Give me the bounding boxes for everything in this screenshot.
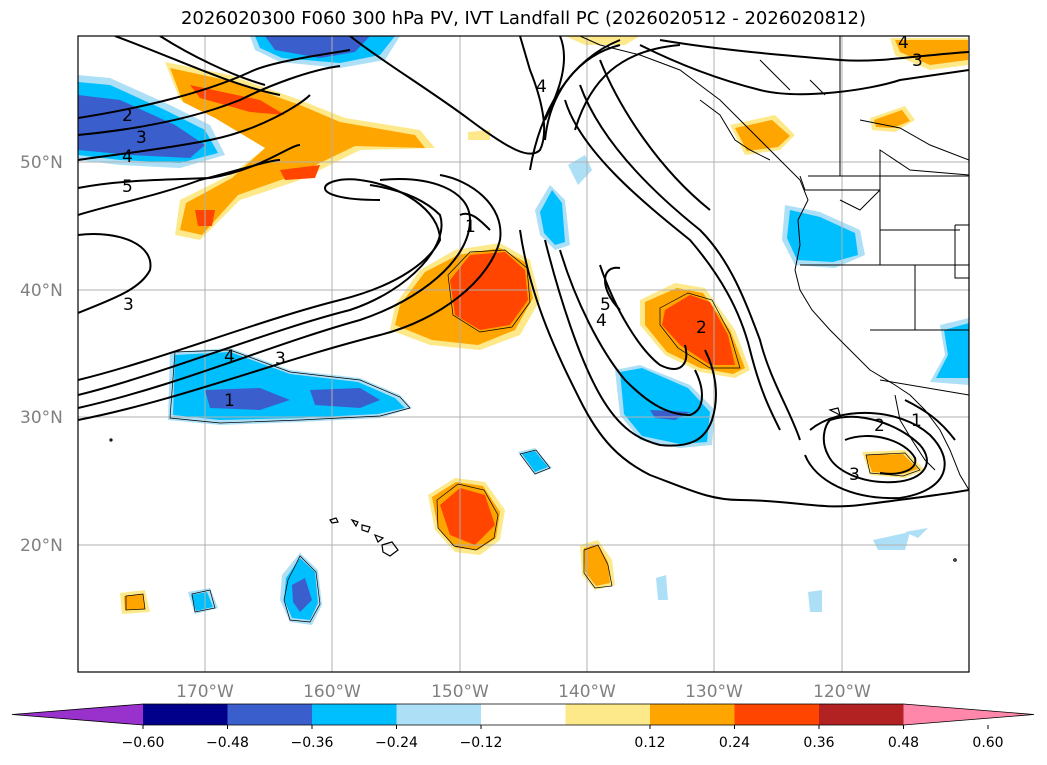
lon-label: 170°W <box>176 682 234 702</box>
lat-label: 40°N <box>20 281 63 301</box>
contour-label: 3 <box>849 465 860 485</box>
colorbar-tick-label: 0.36 <box>803 735 834 751</box>
colorbar-segment <box>481 704 566 725</box>
colorbar-segment <box>650 704 735 725</box>
pv-outlines <box>125 249 921 623</box>
contour-label: 4 <box>122 147 133 167</box>
colorbar-tick-label: 0.48 <box>888 735 919 751</box>
colorbar-tick-label: −0.60 <box>122 735 165 751</box>
contour-label: 2 <box>122 106 133 126</box>
contour-label: 4 <box>224 347 235 367</box>
islands <box>109 407 957 562</box>
colorbar-tick-label: −0.12 <box>460 735 503 751</box>
colorbar-tick-label: −0.24 <box>375 735 418 751</box>
negative-pv-anomaly-small <box>188 528 928 625</box>
contour-label: 1 <box>911 411 922 431</box>
colorbar-tick-label: 0.60 <box>972 735 1003 751</box>
latitude-labels: 50°N 40°N 30°N 20°N <box>20 153 63 556</box>
colorbar-arrow-right <box>903 704 1034 725</box>
contour-label: 4 <box>536 77 547 97</box>
contour-label: 4 <box>596 311 607 331</box>
longitude-labels: 170°W 160°W 150°W 140°W 130°W 120°W <box>176 682 871 702</box>
contour-label: 1 <box>224 391 235 411</box>
map-border <box>77 35 970 673</box>
colorbar-segment <box>227 704 313 725</box>
contour-label: 3 <box>136 128 147 148</box>
colorbar-segment <box>396 704 482 725</box>
ivt-contours <box>78 36 969 508</box>
colorbar-segment <box>819 704 904 725</box>
contour-label: 2 <box>874 416 885 436</box>
contour-labels: 2 3 4 5 3 4 3 1 1 4 5 4 2 2 1 3 4 3 <box>122 33 923 485</box>
pv-anomaly-layer: 2 3 4 5 3 4 3 1 1 4 5 4 2 2 1 3 4 3 <box>78 33 969 672</box>
lon-label: 160°W <box>303 682 361 702</box>
contour-label: 1 <box>465 217 476 237</box>
positive-pv-anomaly-subtropical <box>120 36 968 614</box>
colorbar: −0.60 −0.48 −0.36 −0.24 −0.12 0.12 0.24 0.36 0.4… <box>11 703 1035 751</box>
colorbar-tick-label: 0.12 <box>634 735 665 751</box>
lon-label: 130°W <box>685 682 743 702</box>
lon-label: 120°W <box>813 682 871 702</box>
colorbar-segment <box>734 704 820 725</box>
contour-label: 4 <box>898 33 909 53</box>
lat-label: 50°N <box>20 153 63 173</box>
contour-label: 5 <box>600 295 611 315</box>
colorbar-segment <box>565 704 651 725</box>
colorbar-tick-label: 0.24 <box>719 735 750 751</box>
contour-label: 2 <box>696 318 707 338</box>
lat-label: 30°N <box>20 408 63 428</box>
graticule <box>78 36 969 672</box>
colorbar-segment <box>312 704 397 725</box>
negative-pv-anomaly-subtropical-band <box>168 348 412 425</box>
lon-label: 140°W <box>558 682 616 702</box>
colorbar-tick-label: −0.36 <box>291 735 334 751</box>
positive-pv-anomaly-offshore <box>640 283 750 378</box>
colorbar-segment <box>143 704 228 725</box>
colorbar-tick-label: −0.48 <box>206 735 249 751</box>
lat-label: 20°N <box>20 536 63 556</box>
positive-pv-anomaly-central <box>390 243 540 350</box>
lon-label: 150°W <box>431 682 489 702</box>
contour-label: 3 <box>123 295 134 315</box>
contour-label: 5 <box>122 177 133 197</box>
contour-label: 3 <box>275 349 286 369</box>
map-title: 2026020300 F060 300 hPa PV, IVT Landfall… <box>180 8 867 29</box>
contour-label: 3 <box>912 51 923 71</box>
colorbar-arrow-left <box>12 704 143 725</box>
